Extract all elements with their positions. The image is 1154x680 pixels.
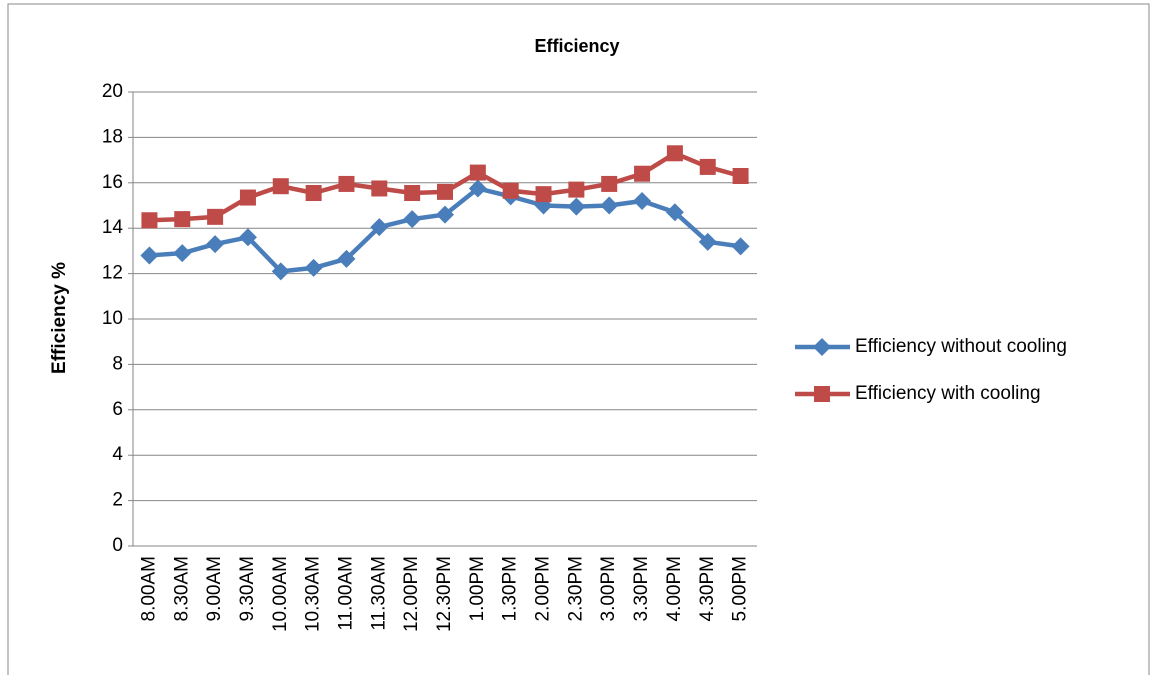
x-tick-label: 5.00PM <box>730 556 751 621</box>
y-tick-label: 18 <box>102 126 123 147</box>
legend-label: Efficiency without cooling <box>855 336 1067 357</box>
x-tick-label: 1.30PM <box>500 556 521 621</box>
x-tick-label: 9.00AM <box>204 556 225 621</box>
marker <box>601 175 618 192</box>
x-tick-label: 1.00PM <box>467 556 488 621</box>
marker <box>666 145 683 162</box>
marker <box>567 197 586 216</box>
x-tick-label: 2.30PM <box>565 556 586 621</box>
legend-marker <box>813 338 831 356</box>
x-tick-label: 3.30PM <box>631 556 652 621</box>
x-tick-label: 4.00PM <box>664 556 685 621</box>
marker <box>436 205 454 224</box>
marker <box>371 180 388 197</box>
marker <box>271 262 290 281</box>
y-tick-label: 14 <box>102 217 124 238</box>
y-tick-label: 10 <box>102 308 123 329</box>
marker <box>140 246 159 265</box>
chart-title: Efficiency <box>534 36 619 56</box>
x-tick-label: 2.00PM <box>533 556 554 621</box>
marker <box>304 258 323 277</box>
x-tick-label: 3.00PM <box>598 556 619 621</box>
y-tick-label: 6 <box>112 399 123 420</box>
x-tick-label: 10.30AM <box>303 556 324 632</box>
x-tick-label: 10.00AM <box>270 556 291 632</box>
marker <box>437 183 453 200</box>
marker <box>633 191 652 210</box>
marker <box>207 208 224 225</box>
y-tick-label: 12 <box>102 263 123 284</box>
y-tick-label: 8 <box>112 353 123 374</box>
legend-label: Efficiency with cooling <box>855 383 1041 404</box>
marker <box>665 203 684 222</box>
marker <box>272 178 289 195</box>
y-tick-label: 4 <box>112 444 123 465</box>
y-axis-label: Efficiency % <box>49 262 70 374</box>
marker <box>337 249 356 268</box>
y-tick-label: 16 <box>102 172 123 193</box>
y-tick-label: 2 <box>112 490 123 511</box>
x-tick-label: 4.30PM <box>697 556 718 621</box>
x-tick-label: 8.30AM <box>171 556 192 621</box>
marker <box>206 235 225 254</box>
marker <box>404 185 421 202</box>
marker <box>370 218 389 237</box>
y-tick-label: 20 <box>102 81 123 102</box>
x-tick-label: 11.00AM <box>335 556 356 631</box>
marker <box>141 212 158 229</box>
marker <box>535 186 552 203</box>
marker <box>600 196 619 215</box>
marker <box>239 189 256 206</box>
x-tick-label: 11.30AM <box>368 556 389 631</box>
marker <box>403 210 422 229</box>
marker <box>238 228 257 247</box>
chart-border <box>7 3 1150 680</box>
marker <box>468 179 487 198</box>
legend-marker <box>814 386 830 402</box>
marker <box>732 167 749 184</box>
marker <box>568 181 585 198</box>
marker <box>305 185 322 202</box>
marker <box>338 175 355 192</box>
x-tick-label: 12.00PM <box>401 556 422 632</box>
marker <box>173 244 192 263</box>
y-tick-label: 0 <box>112 535 123 556</box>
x-tick-label: 12.30PM <box>434 556 455 632</box>
marker <box>634 165 651 182</box>
marker <box>699 158 716 175</box>
x-tick-label: 9.30AM <box>237 556 258 621</box>
marker <box>731 237 750 256</box>
x-tick-label: 8.00AM <box>138 556 159 621</box>
marker <box>174 211 191 228</box>
marker <box>698 232 717 251</box>
marker <box>469 164 486 181</box>
marker <box>502 182 519 199</box>
